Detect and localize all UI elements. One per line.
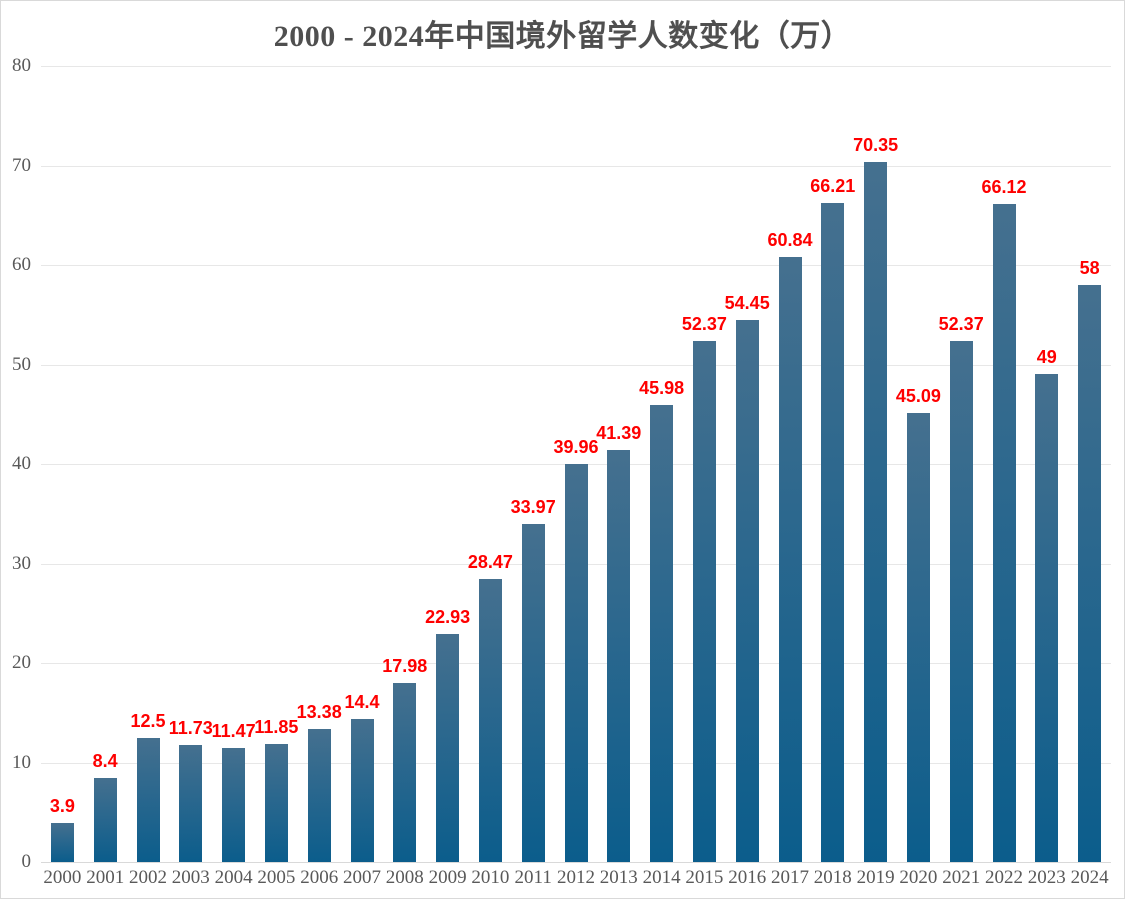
bar-value-label: 52.37 — [938, 313, 984, 334]
x-tick-label: 2016 — [728, 867, 767, 888]
gridline — [41, 364, 1111, 366]
gridline — [41, 265, 1111, 266]
x-tick-label: 2004 — [214, 867, 253, 888]
x-tick-label: 2001 — [86, 867, 125, 888]
bar-2024 — [1078, 284, 1102, 862]
bar-value-label: 11.85 — [254, 717, 299, 738]
y-tick-label: 60 — [12, 254, 31, 275]
bar-value-label: 45.98 — [639, 377, 685, 398]
x-tick-label: 2012 — [557, 867, 595, 888]
bar-2010 — [478, 578, 502, 862]
bar-value-label: 60.84 — [767, 229, 813, 250]
bar-2014 — [650, 404, 674, 862]
x-tick-label: 2015 — [685, 867, 724, 888]
x-tick-label: 2024 — [1070, 867, 1109, 888]
bar-2007 — [350, 718, 374, 862]
gridline — [41, 165, 1111, 167]
y-tick-label: 70 — [12, 154, 31, 176]
x-tick-label: 2017 — [771, 867, 809, 888]
bar-value-label: 49 — [1036, 347, 1057, 368]
bar-2002 — [136, 737, 160, 862]
x-tick-label: 2011 — [514, 867, 552, 888]
bar-value-label: 3.9 — [49, 796, 75, 817]
bar-value-label: 52.37 — [681, 313, 727, 334]
bar-value-label: 39.96 — [553, 437, 599, 458]
x-tick-label: 2000 — [43, 867, 82, 888]
y-tick-label: 0 — [21, 851, 32, 872]
bar-value-label: 66.21 — [810, 176, 856, 197]
y-tick-label: 30 — [12, 552, 31, 574]
gridline — [41, 66, 1111, 67]
bar-2017 — [778, 256, 802, 862]
bar-2022 — [992, 204, 1016, 862]
x-tick-label: 2009 — [428, 867, 467, 888]
y-tick-label: 20 — [12, 652, 31, 673]
bar-value-label: 12.5 — [130, 710, 166, 731]
bar-2015 — [692, 340, 716, 862]
bar-2008 — [393, 683, 417, 862]
bar-2013 — [607, 450, 631, 862]
x-tick-label: 2019 — [856, 867, 895, 888]
x-tick-label: 2014 — [642, 867, 681, 888]
x-tick-label: 2007 — [343, 867, 381, 888]
bar-2020 — [906, 413, 930, 862]
bar-value-label: 70.35 — [853, 135, 899, 156]
bar-value-label: 58 — [1079, 257, 1100, 278]
bar-value-label: 54.45 — [724, 293, 770, 314]
x-tick-label: 2003 — [171, 867, 210, 888]
x-tick-label: 2022 — [985, 867, 1023, 888]
x-tick-label: 2020 — [899, 867, 938, 888]
bar-value-label: 22.93 — [425, 606, 471, 627]
x-tick-label: 2008 — [385, 867, 424, 888]
bar-value-label: 45.09 — [895, 386, 941, 407]
x-tick-label: 2023 — [1027, 867, 1066, 888]
x-tick-label: 2005 — [257, 867, 296, 888]
y-tick-label: 40 — [12, 453, 31, 474]
bar-2001 — [93, 778, 117, 862]
chart-title: 2000 - 2024年中国境外留学人数变化（万） — [273, 20, 852, 53]
bar-2009 — [436, 633, 460, 862]
bar-2003 — [179, 745, 203, 862]
bar-2018 — [821, 203, 845, 862]
bar-value-label: 14.4 — [344, 691, 380, 712]
bar-value-label: 66.12 — [981, 177, 1027, 198]
bar-value-label: 17.98 — [382, 656, 428, 677]
bar-2011 — [521, 524, 545, 862]
bar-value-label: 11.47 — [211, 720, 256, 741]
bar-value-label: 28.47 — [467, 551, 513, 572]
bar-value-label: 11.73 — [168, 718, 213, 739]
bar-2004 — [222, 747, 246, 862]
x-tick-label: 2010 — [471, 867, 510, 888]
y-tick-label: 10 — [12, 751, 31, 773]
bar-value-label: 33.97 — [510, 497, 556, 517]
bar-value-label: 13.38 — [296, 701, 342, 722]
y-tick-label: 80 — [12, 55, 31, 76]
x-tick-label: 2021 — [942, 867, 981, 888]
plot-area: 3.9 8.4 12.5 11.73 11.47 11.85 13.38 14.4 17.98 2… — [41, 66, 1111, 863]
x-tick-label: 2013 — [599, 867, 638, 888]
x-axis-line — [41, 862, 1111, 863]
x-tick-label: 2002 — [129, 867, 167, 888]
bar-2019 — [864, 162, 888, 862]
bar-2005 — [264, 744, 288, 862]
x-tick-label: 2018 — [813, 867, 852, 888]
y-tick-label: 50 — [12, 353, 31, 375]
bar-2016 — [735, 320, 759, 862]
bar-2021 — [949, 340, 973, 862]
bar-value-label: 8.4 — [92, 751, 118, 772]
bar-2012 — [564, 464, 588, 862]
bar-2000 — [50, 823, 74, 862]
bar-value-label: 41.39 — [596, 423, 642, 444]
x-tick-label: 2006 — [300, 867, 339, 888]
bar-2006 — [307, 728, 331, 862]
bar-2023 — [1035, 374, 1059, 862]
